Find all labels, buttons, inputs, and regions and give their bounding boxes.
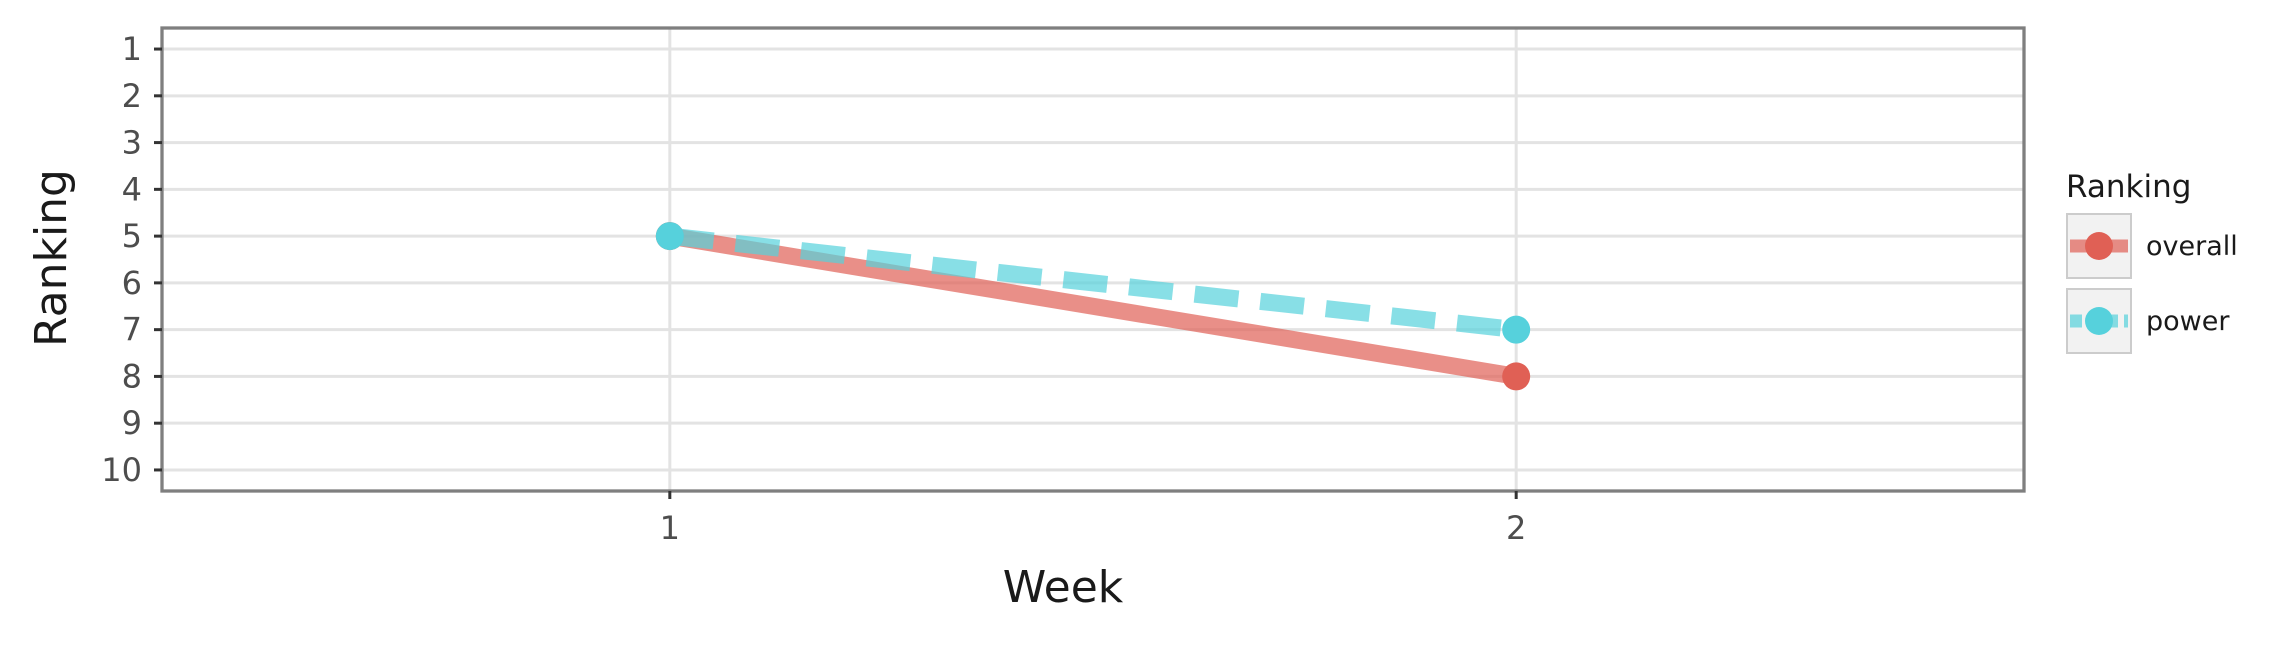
x-axis-title: Week: [1003, 562, 1124, 613]
grid-layer: [162, 28, 2024, 491]
data-point-power: [1502, 315, 1531, 344]
y-tick-label: 1: [122, 30, 142, 68]
legend-title: Ranking: [2066, 169, 2191, 205]
legend-label-overall: overall: [2146, 231, 2238, 262]
legend-keys: overall power: [2066, 213, 2238, 354]
y-tick-label: 6: [122, 264, 142, 302]
legend-label-power: power: [2146, 306, 2230, 337]
legend-key-point-power: [2085, 307, 2113, 335]
data-point-overall: [1502, 362, 1531, 391]
y-tick-label: 10: [101, 451, 142, 489]
x-tick-label: 2: [1506, 509, 1526, 547]
legend: Ranking overall power: [2066, 169, 2238, 354]
x-tick-label: 1: [660, 509, 680, 547]
y-tick-label: 2: [122, 77, 142, 115]
plot-border: [160, 26, 2026, 493]
series-layer: [655, 222, 1531, 391]
y-tick-label: 3: [122, 124, 142, 162]
series-line-power: [668, 227, 1518, 339]
y-tick-label: 8: [122, 357, 142, 395]
y-tick-label: 5: [122, 217, 142, 255]
y-axis-title: Ranking: [26, 169, 77, 347]
axis-layer: 1 2 3 4 5 6 7 8 9 10 1 2: [101, 30, 1526, 547]
y-tick-label: 9: [122, 404, 142, 442]
y-tick-label: 4: [122, 170, 142, 208]
y-tick-label: 7: [122, 311, 142, 349]
data-point-power: [655, 222, 684, 251]
legend-key-point-overall: [2085, 232, 2113, 260]
